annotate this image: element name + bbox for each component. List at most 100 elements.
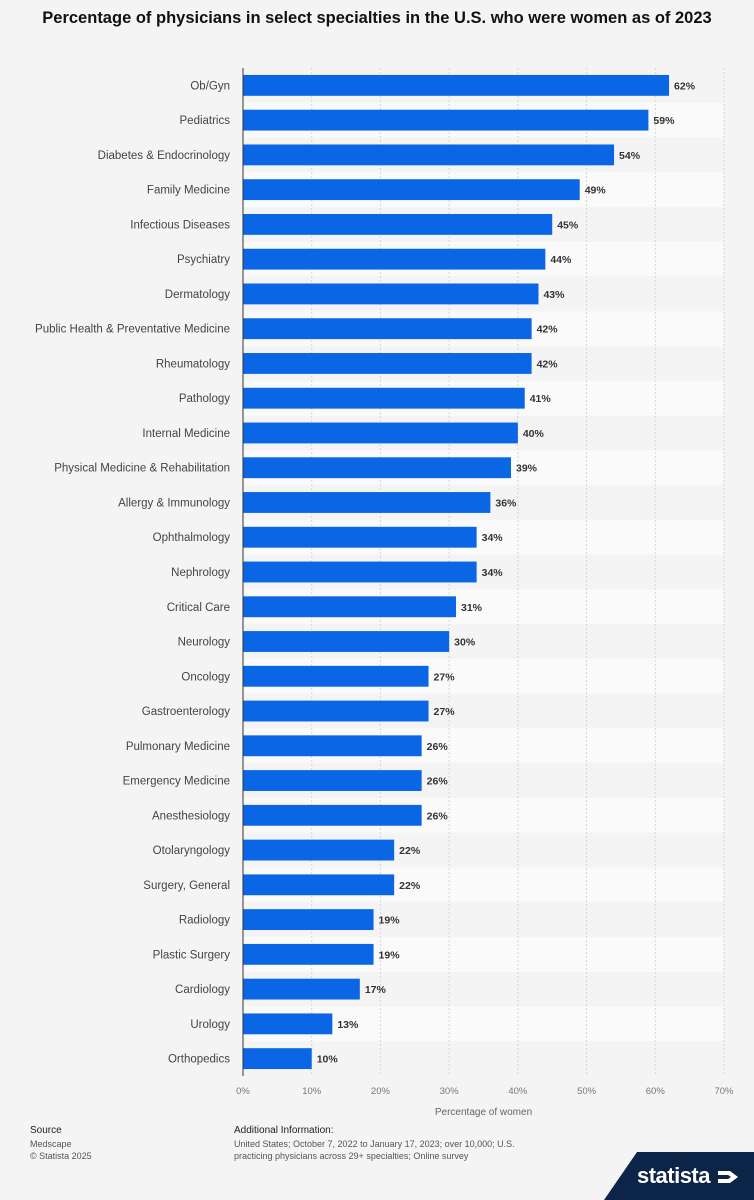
category-label: Diabetes & Endocrinology [98, 150, 231, 162]
x-tick-label: 10% [302, 1086, 322, 1097]
value-label: 59% [653, 115, 675, 127]
value-label: 13% [337, 1019, 359, 1031]
category-label: Family Medicine [147, 185, 230, 197]
category-label: Critical Care [167, 602, 230, 614]
category-label: Nephrology [171, 567, 230, 579]
value-label: 27% [434, 671, 456, 683]
category-label: Ophthalmology [153, 532, 231, 544]
value-label: 36% [495, 497, 517, 509]
x-tick-label: 0% [236, 1086, 250, 1097]
value-label: 19% [379, 915, 401, 927]
additional-info-line-2: practicing physicians across 29+ special… [234, 1151, 469, 1161]
bar [243, 561, 477, 583]
value-label: 34% [482, 567, 504, 579]
value-label: 17% [365, 984, 387, 996]
category-label: Psychiatry [177, 254, 230, 266]
bar [243, 631, 450, 652]
row-band [243, 1041, 724, 1076]
category-label: Pathology [179, 393, 230, 405]
value-label: 45% [557, 219, 579, 231]
chart-title: Percentage of physicians in select speci… [42, 9, 712, 27]
value-label: 40% [523, 428, 545, 440]
source-heading: Source [30, 1125, 62, 1136]
bar [243, 248, 546, 270]
bar [243, 700, 429, 722]
category-label: Internal Medicine [142, 428, 230, 440]
bar [243, 770, 422, 791]
bar [243, 596, 457, 618]
bar [243, 179, 580, 201]
bar [243, 387, 525, 409]
bar [243, 526, 477, 548]
value-label: 42% [537, 358, 559, 370]
bar [243, 492, 491, 513]
bar [243, 978, 360, 1000]
value-label: 34% [482, 532, 504, 544]
category-label: Anesthesiology [152, 810, 230, 822]
value-label: 31% [461, 602, 483, 614]
category-label: Otolaryngology [153, 845, 231, 857]
value-label: 39% [516, 463, 538, 475]
category-label: Pediatrics [180, 115, 231, 127]
value-label: 10% [317, 1054, 339, 1066]
bar [243, 804, 422, 826]
bar [243, 213, 553, 235]
category-label: Emergency Medicine [123, 776, 230, 788]
category-label: Surgery, General [143, 880, 230, 892]
value-label: 26% [427, 776, 449, 788]
bar [243, 74, 670, 96]
bar [243, 283, 539, 305]
category-label: Oncology [181, 671, 230, 683]
bar [243, 1013, 333, 1035]
x-tick-label: 40% [508, 1086, 528, 1097]
bar [243, 909, 374, 931]
source-block: Source Medscape © Statista 2025 [30, 1125, 92, 1162]
value-label: 26% [427, 810, 449, 822]
value-label: 42% [537, 324, 559, 336]
statista-logo-icon [718, 1171, 738, 1183]
statista-brand-banner: statista [604, 1152, 754, 1200]
value-label: 27% [434, 706, 456, 718]
x-tick-label: 30% [440, 1086, 460, 1097]
value-label: 44% [550, 254, 572, 266]
bar [243, 109, 649, 131]
copyright: © Statista 2025 [30, 1151, 92, 1161]
bar [243, 318, 532, 340]
x-tick-label: 50% [577, 1086, 597, 1097]
bar [243, 874, 395, 896]
category-label: Pulmonary Medicine [126, 741, 230, 753]
value-label: 43% [543, 289, 565, 301]
category-label: Infectious Diseases [130, 219, 230, 231]
statista-logo-text: statista [636, 1163, 711, 1188]
category-label: Orthopedics [168, 1054, 230, 1066]
category-label: Public Health & Preventative Medicine [35, 324, 230, 336]
source-name: Medscape [30, 1139, 72, 1149]
category-label: Urology [190, 1019, 230, 1031]
category-label: Gastroenterology [142, 706, 230, 718]
bar [243, 735, 422, 757]
x-axis-title: Percentage of women [435, 1107, 532, 1118]
bar [243, 457, 511, 479]
category-label: Allergy & Immunology [118, 497, 230, 509]
additional-info-heading: Additional Information: [234, 1125, 334, 1136]
bar [243, 1048, 312, 1070]
category-label: Radiology [179, 915, 230, 927]
category-label: Ob/Gyn [190, 80, 230, 92]
category-label: Dermatology [165, 289, 230, 301]
category-label: Neurology [178, 637, 231, 649]
category-label: Cardiology [175, 984, 230, 996]
x-tick-label: 20% [371, 1086, 391, 1097]
category-label: Physical Medicine & Rehabilitation [54, 463, 230, 475]
bar-chart: Ob/Gyn 62% Pediatrics 59% Diabetes & Endocri… [35, 68, 734, 1118]
value-label: 54% [619, 150, 641, 162]
value-label: 41% [530, 393, 552, 405]
bar [243, 943, 374, 965]
x-tick-label: 70% [714, 1086, 734, 1097]
bar [243, 353, 532, 374]
value-label: 22% [399, 880, 421, 892]
bar [243, 144, 615, 166]
value-label: 26% [427, 741, 449, 753]
additional-info-line-1: United States; October 7, 2022 to Januar… [234, 1139, 515, 1149]
x-tick-label: 60% [646, 1086, 666, 1097]
value-label: 49% [585, 185, 607, 197]
